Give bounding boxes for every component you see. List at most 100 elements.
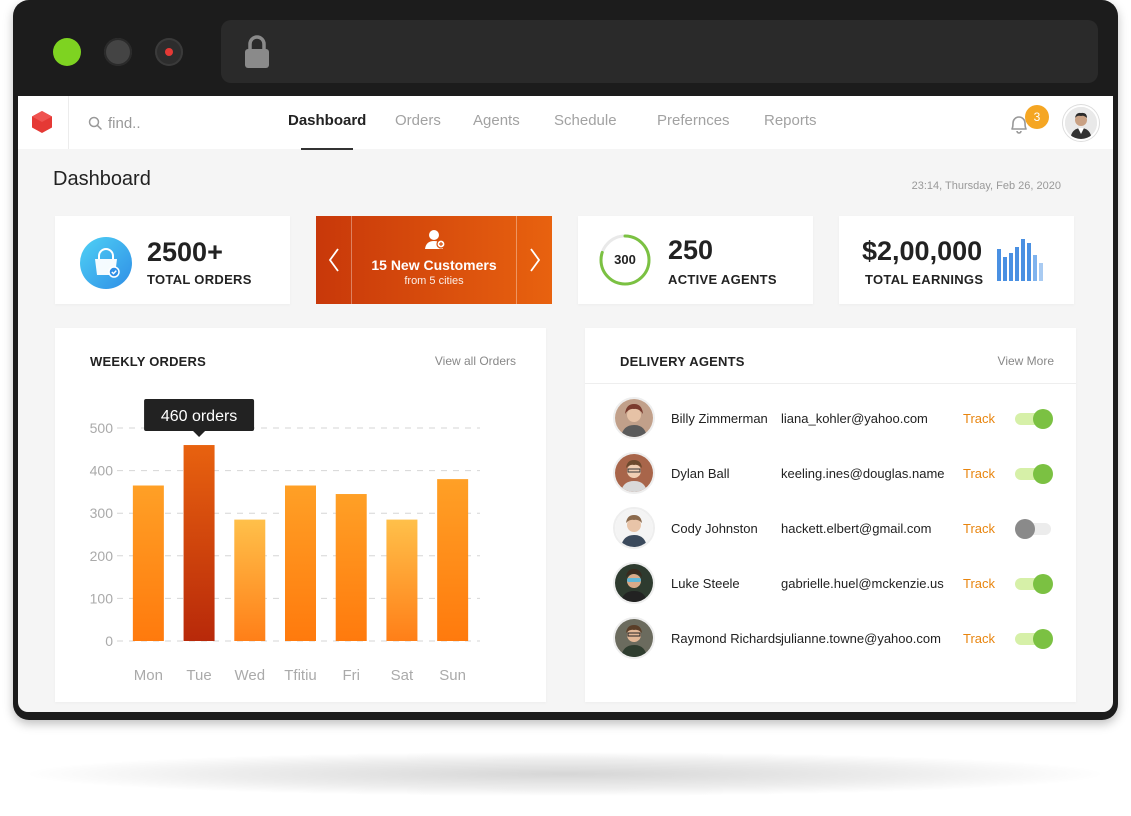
search-icon (88, 116, 102, 130)
current-datetime: 23:14, Thursday, Feb 26, 2020 (911, 180, 1061, 192)
window-minimize-button[interactable] (104, 38, 132, 66)
x-tick-label: Sat (391, 667, 414, 684)
track-agent-link[interactable]: Track (963, 631, 996, 646)
weekly-orders-chart: 0 100 200 300 400 500 Mon Tue Wed Tfitiu Fri Sat Su… (90, 399, 480, 684)
address-bar[interactable] (221, 20, 1098, 83)
bar-tooltip (144, 399, 255, 432)
hexagon-logo-icon[interactable] (30, 110, 54, 134)
agent-email: keeling.ines@douglas.name (781, 466, 945, 481)
window-maximize-button[interactable] (53, 38, 81, 66)
tab-dashboard[interactable]: Dashboard (288, 112, 367, 129)
bar-chart-icon (997, 239, 1043, 281)
x-tick-label: Wed (234, 667, 265, 684)
window-close-button[interactable] (155, 38, 183, 66)
y-tick-label: 300 (90, 505, 114, 521)
x-tick-label: Sun (439, 667, 466, 684)
y-tick-label: 0 (105, 633, 113, 649)
agent-email: julianne.towne@yahoo.com (781, 631, 941, 646)
y-tick-label: 100 (90, 590, 114, 606)
total-orders-value: 2500+ (147, 237, 223, 267)
agent-name: Luke Steele (671, 576, 740, 591)
bar-fri[interactable] (335, 494, 367, 641)
bar-wed[interactable] (234, 519, 266, 641)
tab-orders[interactable]: Orders (395, 112, 441, 129)
tab-reports[interactable]: Reports (764, 112, 817, 129)
agents-progress-ring (599, 234, 651, 286)
chevron-left-icon (328, 248, 339, 272)
delivery-agents-title: DELIVERY AGENTS (620, 354, 745, 369)
track-agent-link[interactable]: Track (963, 576, 996, 591)
x-tick-label: Mon (134, 667, 163, 684)
window-titlebar (13, 0, 1118, 96)
agent-active-toggle[interactable] (1015, 464, 1053, 484)
tab-schedule[interactable]: Schedule (554, 112, 617, 129)
agents-ring-value: 300 (614, 252, 636, 267)
y-tick-label: 500 (90, 420, 114, 436)
new-customers-title: 15 New Customers (371, 257, 497, 273)
shopping-bag-icon (80, 237, 132, 289)
total-earnings-card: $2,00,000 TOTAL EARNINGS (839, 216, 1074, 304)
agent-active-toggle[interactable] (1015, 519, 1053, 539)
y-tick-label: 200 (90, 548, 114, 564)
bar-thu[interactable] (285, 485, 316, 641)
x-tick-label: Fri (342, 667, 360, 684)
delivery-agents-panel: DELIVERY AGENTS View More Billy Zimmerma… (585, 328, 1076, 702)
agent-avatar (613, 397, 655, 439)
agent-name: Dylan Ball (671, 466, 730, 481)
tab-preferences[interactable]: Prefernces (657, 112, 730, 129)
agent-row: Dylan Ball keeling.ines@douglas.name Tra… (585, 452, 1076, 507)
y-tick-label: 400 (90, 463, 114, 479)
lock-icon (245, 35, 269, 68)
browser-window: Dashboard Orders Agents Schedule Prefern… (13, 0, 1118, 720)
agent-active-toggle[interactable] (1015, 574, 1053, 594)
dashboard-screen: Dashboard Orders Agents Schedule Prefern… (18, 96, 1113, 712)
carousel-prev-button[interactable] (316, 216, 352, 304)
view-more-agents-link[interactable]: View More (997, 354, 1054, 368)
carousel-next-button[interactable] (516, 216, 552, 304)
agent-email: gabrielle.huel@mckenzie.us (781, 576, 944, 591)
bell-icon[interactable] (1008, 113, 1030, 135)
agent-active-toggle[interactable] (1015, 629, 1053, 649)
agent-avatar (613, 562, 655, 604)
agent-name: Raymond Richards (671, 631, 782, 646)
x-tick-label: Tfitiu (284, 667, 317, 684)
agent-active-toggle[interactable] (1015, 409, 1053, 429)
x-tick-label: Tue (186, 667, 211, 684)
chevron-right-icon (529, 248, 540, 272)
total-orders-card: 2500+ TOTAL ORDERS (55, 216, 290, 304)
page-title: Dashboard (53, 168, 151, 190)
notification-badge[interactable]: 3 (1025, 105, 1049, 129)
bar-tue[interactable] (183, 445, 215, 641)
bar-sat[interactable] (386, 519, 418, 641)
avatar-person-icon (1065, 107, 1097, 139)
new-customers-subtitle: from 5 cities (404, 275, 464, 287)
view-all-orders-link[interactable]: View all Orders (434, 354, 516, 368)
agent-row: Luke Steele gabrielle.huel@mckenzie.us T… (585, 562, 1076, 617)
bar-mon[interactable] (132, 485, 164, 641)
agent-email: hackett.elbert@gmail.com (781, 521, 932, 536)
tooltip-pointer (193, 431, 206, 438)
search-input[interactable] (108, 114, 228, 132)
top-navbar: Dashboard Orders Agents Schedule Prefern… (18, 96, 1113, 150)
agent-row: Billy Zimmerman liana_kohler@yahoo.com T… (585, 397, 1076, 452)
track-agent-link[interactable]: Track (963, 521, 996, 536)
track-agent-link[interactable]: Track (963, 466, 996, 481)
agent-avatar (613, 507, 655, 549)
track-agent-link[interactable]: Track (963, 411, 996, 426)
panel-divider (585, 383, 1076, 384)
total-orders-label: TOTAL ORDERS (147, 272, 252, 287)
active-agents-label: ACTIVE AGENTS (668, 272, 777, 287)
add-user-icon (425, 230, 446, 249)
tooltip-text: 460 orders (161, 408, 238, 425)
agent-avatar (613, 617, 655, 659)
device-shadow (30, 752, 1100, 796)
active-tab-indicator (301, 148, 353, 150)
total-earnings-value: $2,00,000 (862, 236, 983, 266)
search-box[interactable] (88, 113, 228, 133)
user-avatar[interactable] (1063, 105, 1099, 141)
agent-avatar (613, 452, 655, 494)
tab-agents[interactable]: Agents (473, 112, 520, 129)
agent-name: Cody Johnston (671, 521, 758, 536)
bar-sun[interactable] (437, 479, 469, 641)
agent-row: Cody Johnston hackett.elbert@gmail.com T… (585, 507, 1076, 562)
